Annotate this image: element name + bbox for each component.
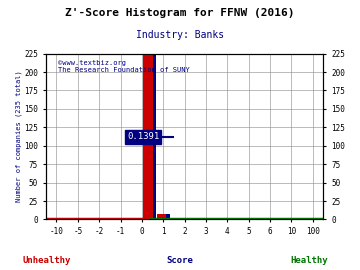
Text: Industry: Banks: Industry: Banks <box>136 30 224 40</box>
Bar <box>166 214 170 220</box>
Y-axis label: Number of companies (235 total): Number of companies (235 total) <box>15 71 22 202</box>
Text: Z'-Score Histogram for FFNW (2016): Z'-Score Histogram for FFNW (2016) <box>65 8 295 18</box>
Bar <box>153 54 156 220</box>
Bar <box>157 214 166 220</box>
Text: Unhealthy: Unhealthy <box>23 256 71 265</box>
Text: Score: Score <box>167 256 193 265</box>
Text: 0.1391: 0.1391 <box>127 132 159 141</box>
Text: ©www.textbiz.org: ©www.textbiz.org <box>58 60 126 66</box>
Bar <box>143 54 153 220</box>
Text: Healthy: Healthy <box>291 256 328 265</box>
Text: The Research Foundation of SUNY: The Research Foundation of SUNY <box>58 67 189 73</box>
